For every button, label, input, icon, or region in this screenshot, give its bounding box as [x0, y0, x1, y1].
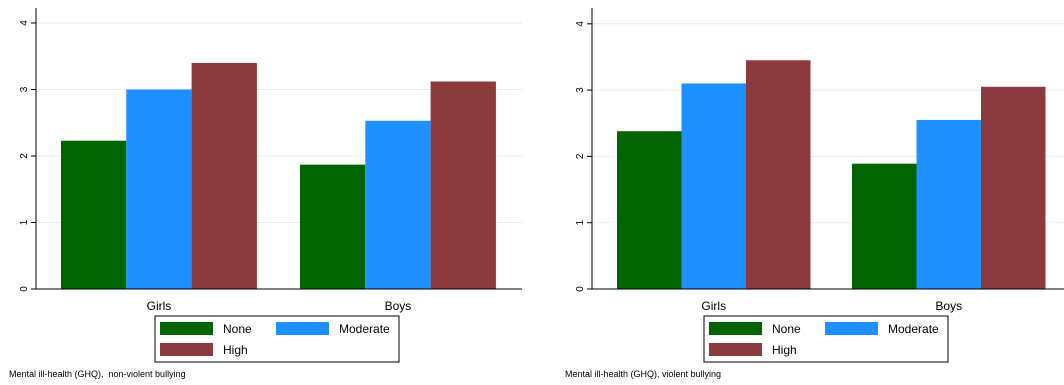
legend-label: High — [223, 343, 248, 357]
bar-girls-none — [61, 140, 127, 289]
y-tick-label: 2 — [575, 153, 586, 159]
legend: None Moderate High — [703, 315, 949, 363]
legend-label: High — [772, 343, 797, 357]
x-tick-label: Girls — [701, 299, 726, 313]
legend-swatch-none — [709, 322, 762, 335]
bar-boys-high — [430, 81, 496, 290]
chart-caption: Mental ill-health (GHQ), non-violent bul… — [9, 369, 186, 379]
bar-boys-moderate — [365, 120, 431, 289]
bar-chart-violent: Girls Boys 0 1 2 3 4 None Moderate High — [575, 8, 1064, 363]
bar-boys-high — [981, 86, 1046, 289]
x-tick-label: Boys — [935, 299, 962, 313]
legend-swatch-moderate — [276, 322, 329, 335]
legend-label: Moderate — [339, 322, 390, 336]
legend-swatch-none — [160, 322, 213, 335]
bar-girls-moderate — [681, 83, 746, 289]
legend-label: None — [772, 322, 801, 336]
plot-area: Girls Boys 0 1 2 3 4 — [19, 8, 522, 313]
chart-panel-violent: Girls Boys 0 1 2 3 4 None Moderate High Mental il… — [556, 0, 1064, 385]
y-tick-label: 4 — [575, 21, 586, 27]
bar-boys-none — [852, 163, 917, 289]
legend-swatch-moderate — [825, 322, 878, 335]
x-tick-label: Boys — [385, 299, 412, 313]
bar-chart-non-violent: Girls Boys 0 1 2 3 4 None Moderate High — [19, 8, 522, 363]
legend-swatch-high — [160, 343, 213, 356]
y-tick-label: 2 — [19, 153, 30, 159]
bar-girls-none — [617, 131, 682, 289]
legend-swatch-high — [709, 343, 762, 356]
bar-girls-high — [191, 62, 257, 290]
y-tick-label: 4 — [19, 20, 30, 26]
bar-girls-high — [746, 60, 811, 289]
chart-caption: Mental ill-health (GHQ), violent bullyin… — [565, 369, 722, 379]
bar-girls-moderate — [126, 89, 192, 289]
legend-label: None — [223, 322, 252, 336]
y-tick-label: 3 — [575, 87, 586, 93]
y-tick-label: 0 — [575, 286, 586, 292]
y-tick-label: 1 — [19, 219, 30, 225]
bar-boys-moderate — [916, 119, 981, 289]
legend: None Moderate High — [154, 315, 400, 363]
legend-label: Moderate — [888, 322, 939, 336]
y-tick-label: 0 — [19, 286, 30, 292]
plot-area: Girls Boys 0 1 2 3 4 — [575, 8, 1064, 313]
bar-boys-none — [300, 164, 366, 289]
y-tick-label: 3 — [19, 86, 30, 92]
x-tick-label: Girls — [147, 299, 172, 313]
chart-panel-non-violent: Girls Boys 0 1 2 3 4 None Moderate High Mental il… — [9, 8, 522, 379]
y-tick-label: 1 — [575, 219, 586, 225]
